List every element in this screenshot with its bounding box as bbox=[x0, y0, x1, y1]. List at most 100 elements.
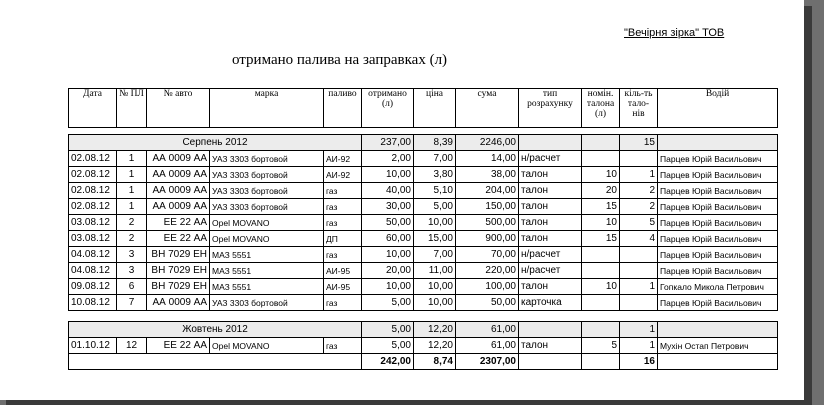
table-row: 01.10.12 12 ЕЕ 22 АА Opel MOVANO газ 5,00 12,2… bbox=[68, 337, 778, 354]
group-coupon-nominal bbox=[581, 321, 620, 338]
col-coupon-nominal: номін. талона (л) bbox=[581, 88, 620, 128]
group-price: 8,39 bbox=[413, 134, 456, 151]
total-price: 8,74 bbox=[413, 353, 456, 370]
cell-driver: Парцев Юрій Васильович bbox=[657, 246, 778, 263]
report-title: отримано палива на заправках (л) bbox=[232, 52, 448, 68]
col-driver: Водій bbox=[657, 88, 778, 128]
cell-received: 50,00 bbox=[361, 214, 414, 231]
cell-date: 09.08.12 bbox=[68, 278, 117, 295]
cell-driver: Парцев Юрій Васильович bbox=[657, 294, 778, 311]
cell-price: 3,80 bbox=[413, 166, 456, 183]
cell-payment-type: талон bbox=[518, 198, 582, 215]
cell-received: 2,00 bbox=[361, 150, 414, 167]
cell-driver: Парцев Юрій Васильович bbox=[657, 230, 778, 247]
cell-sum: 900,00 bbox=[455, 230, 519, 247]
col-model: марка bbox=[209, 88, 324, 128]
cell-driver: Парцев Юрій Васильович bbox=[657, 182, 778, 199]
cell-model: УАЗ 3303 бортовой bbox=[209, 150, 324, 167]
table-row: 02.08.12 1 АА 0009 АА УАЗ 3303 бортовой газ 4… bbox=[68, 182, 778, 199]
table-row: 09.08.12 6 ВН 7029 ЕН МАЗ 5551 АИ-95 10,00 10,… bbox=[68, 278, 778, 295]
cell-date: 02.08.12 bbox=[68, 198, 117, 215]
cell-price: 10,00 bbox=[413, 294, 456, 311]
group-summary-row: Серпень 2012 237,00 8,39 2246,00 15 bbox=[68, 134, 778, 151]
group-received: 5,00 bbox=[361, 321, 414, 338]
cell-price: 10,00 bbox=[413, 278, 456, 295]
cell-model: МАЗ 5551 bbox=[209, 246, 324, 263]
cell-model: УАЗ 3303 бортовой bbox=[209, 166, 324, 183]
total-received: 242,00 bbox=[361, 353, 414, 370]
cell-sum: 14,00 bbox=[455, 150, 519, 167]
cell-waybill: 6 bbox=[116, 278, 147, 295]
cell-price: 5,00 bbox=[413, 198, 456, 215]
cell-waybill: 1 bbox=[116, 182, 147, 199]
cell-payment-type: талон bbox=[518, 337, 582, 354]
cell-payment-type: талон bbox=[518, 166, 582, 183]
group-summary-row: Жовтень 2012 5,00 12,20 61,00 1 bbox=[68, 321, 778, 338]
cell-fuel: АИ-95 bbox=[323, 278, 362, 295]
cell-sum: 38,00 bbox=[455, 166, 519, 183]
col-waybill: № ПЛ bbox=[116, 88, 147, 128]
cell-coupon-count: 5 bbox=[619, 214, 658, 231]
cell-driver: Парцев Юрій Васильович bbox=[657, 198, 778, 215]
cell-plate: ЕЕ 22 АА bbox=[146, 230, 210, 247]
cell-driver: Гопкало Микола Петрович bbox=[657, 278, 778, 295]
cell-coupon-nominal: 10 bbox=[581, 214, 620, 231]
cell-plate: АА 0009 АА bbox=[146, 294, 210, 311]
cell-date: 10.08.12 bbox=[68, 294, 117, 311]
cell-coupon-count: 2 bbox=[619, 198, 658, 215]
cell-price: 5,10 bbox=[413, 182, 456, 199]
group-driver bbox=[657, 321, 778, 338]
cell-coupon-count: 2 bbox=[619, 182, 658, 199]
cell-price: 10,00 bbox=[413, 214, 456, 231]
cell-waybill: 7 bbox=[116, 294, 147, 311]
cell-received: 20,00 bbox=[361, 262, 414, 279]
cell-fuel: газ bbox=[323, 198, 362, 215]
cell-date: 04.08.12 bbox=[68, 262, 117, 279]
cell-driver: Парцев Юрій Васильович bbox=[657, 262, 778, 279]
cell-coupon-nominal: 10 bbox=[581, 278, 620, 295]
cell-sum: 70,00 bbox=[455, 246, 519, 263]
cell-received: 5,00 bbox=[361, 337, 414, 354]
cell-payment-type: талон bbox=[518, 214, 582, 231]
cell-plate: ЕЕ 22 АА bbox=[146, 214, 210, 231]
cell-payment-type: карточка bbox=[518, 294, 582, 311]
cell-model: Opel MOVANO bbox=[209, 337, 324, 354]
cell-coupon-count: 1 bbox=[619, 166, 658, 183]
cell-driver: Мухін Остап Петрович bbox=[657, 337, 778, 354]
cell-model: МАЗ 5551 bbox=[209, 262, 324, 279]
cell-driver: Парцев Юрій Васильович bbox=[657, 166, 778, 183]
cell-model: УАЗ 3303 бортовой bbox=[209, 182, 324, 199]
cell-sum: 220,00 bbox=[455, 262, 519, 279]
total-sum: 2307,00 bbox=[455, 353, 519, 370]
cell-coupon-nominal bbox=[581, 262, 620, 279]
cell-fuel: газ bbox=[323, 294, 362, 311]
page-shadow bbox=[6, 400, 812, 405]
cell-sum: 50,00 bbox=[455, 294, 519, 311]
cell-plate: ЕЕ 22 АА bbox=[146, 337, 210, 354]
cell-coupon-count bbox=[619, 262, 658, 279]
cell-fuel: АИ-92 bbox=[323, 166, 362, 183]
group-price: 12,20 bbox=[413, 321, 456, 338]
cell-coupon-nominal bbox=[581, 294, 620, 311]
total-coupons: 16 bbox=[619, 353, 658, 370]
cell-payment-type: н/расчет bbox=[518, 246, 582, 263]
cell-sum: 61,00 bbox=[455, 337, 519, 354]
cell-fuel: АИ-92 bbox=[323, 150, 362, 167]
cell-plate: АА 0009 АА bbox=[146, 182, 210, 199]
cell-payment-type: н/расчет bbox=[518, 150, 582, 167]
cell-sum: 204,00 bbox=[455, 182, 519, 199]
cell-waybill: 3 bbox=[116, 246, 147, 263]
cell-sum: 150,00 bbox=[455, 198, 519, 215]
cell-date: 02.08.12 bbox=[68, 182, 117, 199]
cell-waybill: 1 bbox=[116, 150, 147, 167]
table-row: 04.08.12 3 ВН 7029 ЕН МАЗ 5551 АИ-95 20,00 11,… bbox=[68, 262, 778, 279]
cell-waybill: 12 bbox=[116, 337, 147, 354]
total-row: 242,00 8,74 2307,00 16 bbox=[68, 353, 778, 370]
col-date: Дата bbox=[68, 88, 117, 128]
cell-waybill: 2 bbox=[116, 214, 147, 231]
group-payment-type bbox=[518, 134, 582, 151]
table-row: 10.08.12 7 АА 0009 АА УАЗ 3303 бортовой газ 5… bbox=[68, 294, 778, 311]
cell-coupon-count bbox=[619, 150, 658, 167]
cell-coupon-nominal bbox=[581, 246, 620, 263]
group-driver bbox=[657, 134, 778, 151]
